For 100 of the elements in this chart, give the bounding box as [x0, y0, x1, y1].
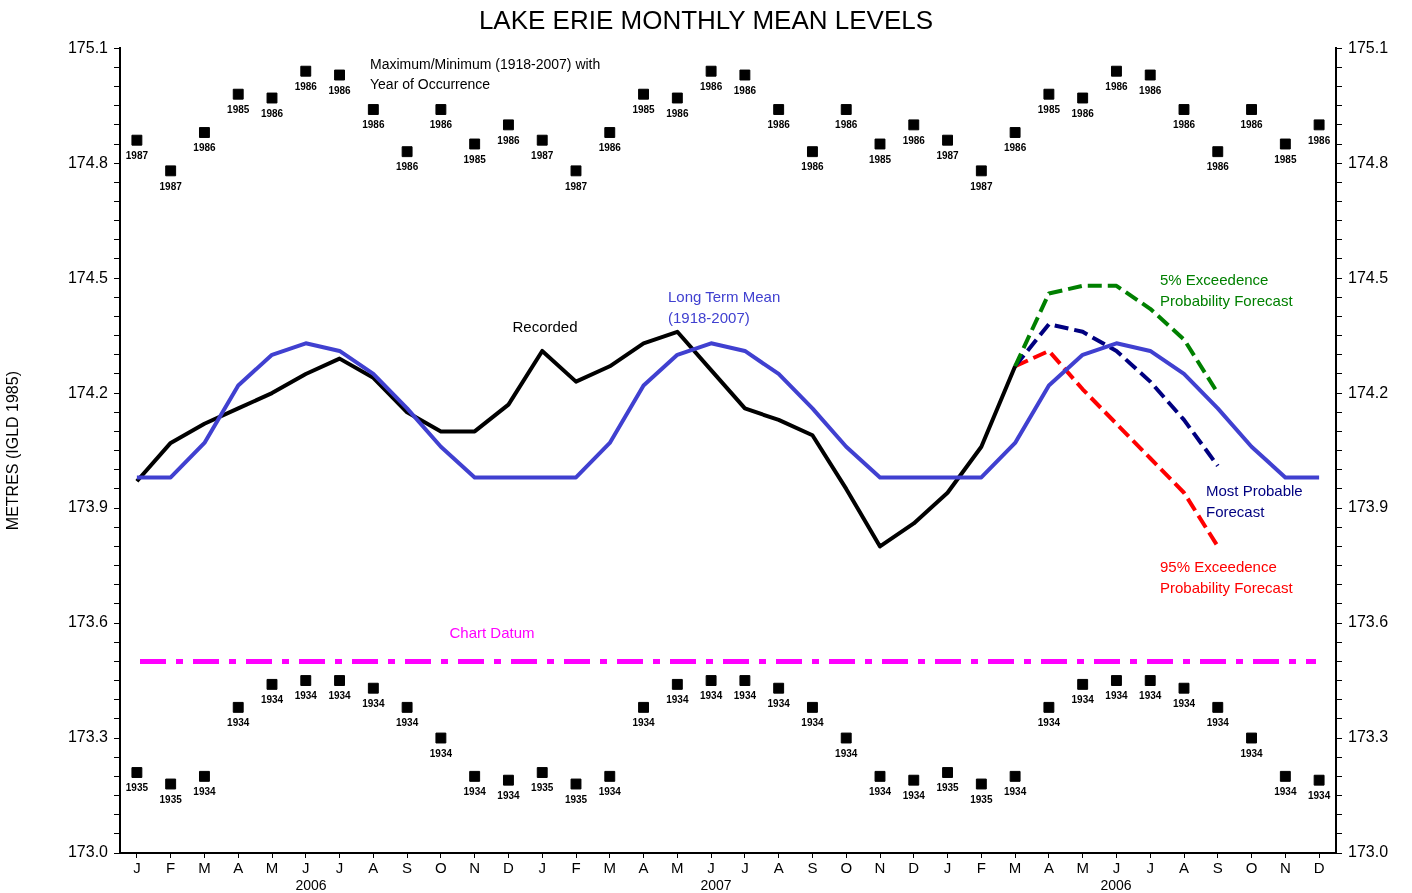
x-tick-label: O: [840, 859, 853, 877]
point: [570, 165, 582, 177]
point: [739, 69, 751, 81]
y2-tick-label: 174.2: [1348, 383, 1389, 401]
y2-tick-label: 173.9: [1348, 498, 1389, 516]
y2-tick-label: 173.3: [1348, 728, 1389, 746]
point: [840, 732, 852, 744]
point: [435, 732, 447, 744]
annotation: 1935: [970, 793, 993, 805]
point: [334, 675, 346, 686]
point: [503, 119, 514, 131]
text: 2006: [1100, 876, 1132, 893]
annotation: 1986: [328, 84, 352, 96]
ref-line-label: Chart Datum: [449, 623, 535, 641]
x-tick-label: M: [198, 859, 211, 877]
annotation: 1987: [125, 149, 149, 161]
annotation: 1934: [362, 697, 385, 709]
point: [300, 65, 312, 77]
series-label: Most Probable Forecast: [1206, 482, 1303, 521]
annotation: 1934: [429, 747, 453, 759]
chart-title: LAKE ERIE MONTHLY MEAN LEVELS: [478, 4, 934, 35]
point: [975, 165, 987, 177]
annotation: 1986: [1105, 80, 1128, 92]
point: [1144, 69, 1156, 81]
x-tick-label: N: [469, 859, 481, 877]
point: [840, 104, 852, 115]
point: [131, 767, 143, 778]
y-tick-label: 173.0: [67, 843, 109, 861]
point: [604, 770, 616, 782]
point: [1110, 65, 1122, 77]
y-tick-label: 175.1: [67, 38, 109, 56]
point: [1009, 127, 1021, 138]
point: [671, 678, 683, 690]
annotation: 1987: [564, 180, 588, 192]
point: [975, 778, 987, 790]
annotation: 1987: [970, 180, 993, 192]
point: [469, 138, 481, 150]
y-tick-label: 173.6: [67, 613, 109, 631]
annotation: 1987: [936, 149, 960, 161]
point: [807, 701, 818, 713]
text: Long Term Mean (1918-2007): [668, 288, 781, 327]
point: [604, 127, 616, 138]
annotation: 1934: [767, 697, 791, 709]
annotation: 1934: [260, 694, 284, 706]
point: [739, 675, 751, 686]
y2-tick-label: 173.0: [1348, 843, 1389, 861]
point: [874, 138, 886, 150]
x-tick-label: S: [807, 859, 818, 877]
x-tick-label: D: [1313, 859, 1325, 877]
point: [300, 675, 312, 686]
y-tick-label: 174.2: [67, 383, 109, 401]
annotation: 1986: [395, 161, 419, 173]
annotation: 1935: [936, 782, 960, 794]
annotation: 1934: [632, 717, 656, 729]
annotation: 1934: [1206, 717, 1230, 729]
point: [1077, 92, 1089, 104]
point: [199, 127, 210, 138]
annotation: 1934: [1071, 694, 1095, 706]
point: [1144, 675, 1156, 686]
point: [807, 146, 818, 158]
point: [536, 767, 548, 778]
point: [773, 682, 785, 694]
point: [1212, 146, 1224, 158]
x-tick-label: J: [707, 859, 715, 877]
y-tick-label: 174.8: [67, 153, 109, 171]
x-tick-label: M: [1076, 859, 1089, 877]
point: [435, 104, 447, 115]
point: [773, 104, 785, 115]
point: [1313, 119, 1325, 131]
point: [874, 770, 886, 782]
annotation: 1934: [497, 789, 520, 801]
y-axis-title: METRES (IGLD 1985): [4, 371, 22, 531]
annotation: 1985: [463, 153, 487, 165]
annotation: 1934: [1307, 789, 1331, 801]
annotation: 1934: [1274, 786, 1297, 798]
point: [1043, 701, 1055, 713]
point: [1279, 138, 1291, 150]
x-tick-label: M: [265, 859, 279, 877]
annotation: 1934: [699, 690, 723, 702]
annotation: 1986: [362, 119, 385, 131]
x-tick-label: N: [1279, 859, 1291, 877]
point: [1043, 88, 1055, 100]
y-tick-label: 173.9: [67, 498, 109, 516]
x-tick-label: J: [133, 859, 141, 877]
annotation: 1935: [125, 782, 149, 794]
x-tick-label: A: [638, 859, 649, 877]
annotation: 1985: [632, 103, 656, 115]
point: [1313, 774, 1325, 786]
point: [266, 92, 278, 104]
annotation: 1986: [733, 84, 757, 96]
point: [536, 134, 548, 146]
annotation: 1985: [868, 153, 892, 165]
point: [1077, 678, 1089, 690]
x-tick-label: D: [908, 859, 920, 877]
series-label: Recorded: [512, 318, 578, 336]
point: [705, 65, 717, 77]
x-tick-label: O: [1245, 859, 1258, 877]
point: [638, 88, 650, 100]
annotation: 1934: [1172, 697, 1196, 709]
x-tick-label: A: [233, 859, 244, 877]
